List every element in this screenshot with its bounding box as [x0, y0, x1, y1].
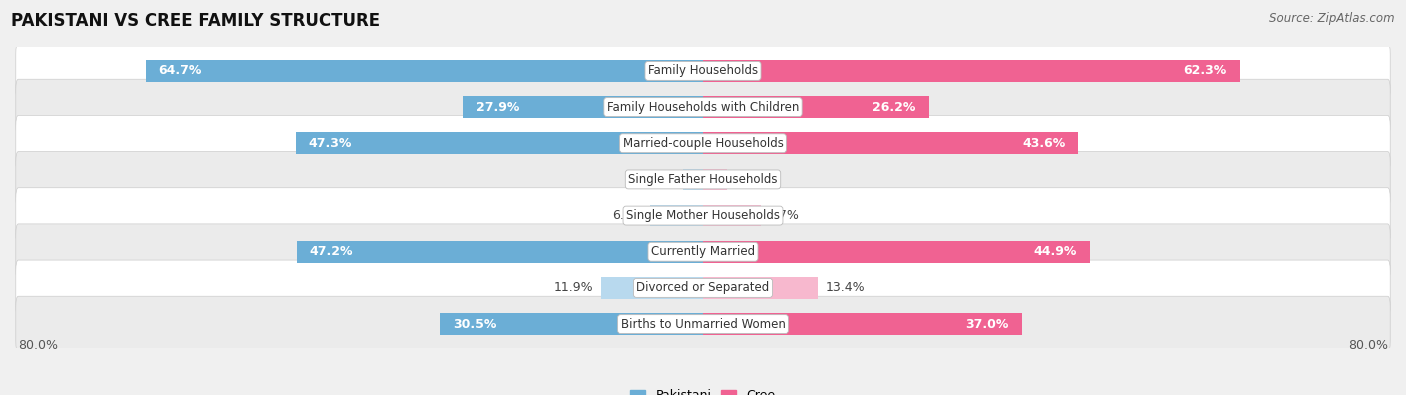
Bar	[600, 277, 703, 299]
Text: 47.3%: 47.3%	[308, 137, 352, 150]
Bar	[703, 96, 928, 118]
Bar	[146, 60, 703, 82]
Text: Single Mother Households: Single Mother Households	[626, 209, 780, 222]
Text: 64.7%: 64.7%	[159, 64, 202, 77]
FancyBboxPatch shape	[15, 152, 1391, 207]
FancyBboxPatch shape	[15, 79, 1391, 135]
Bar	[295, 132, 703, 154]
Text: 43.6%: 43.6%	[1022, 137, 1066, 150]
Text: Married-couple Households: Married-couple Households	[623, 137, 783, 150]
Bar	[651, 205, 703, 226]
FancyBboxPatch shape	[15, 43, 1391, 99]
Text: Currently Married: Currently Married	[651, 245, 755, 258]
Text: 37.0%: 37.0%	[966, 318, 1008, 331]
FancyBboxPatch shape	[15, 260, 1391, 316]
FancyBboxPatch shape	[15, 296, 1391, 352]
Legend: Pakistani, Cree: Pakistani, Cree	[626, 384, 780, 395]
Bar	[463, 96, 703, 118]
Text: Source: ZipAtlas.com: Source: ZipAtlas.com	[1270, 12, 1395, 25]
FancyBboxPatch shape	[15, 224, 1391, 280]
Text: Family Households with Children: Family Households with Children	[607, 101, 799, 114]
Bar	[297, 241, 703, 263]
Text: 62.3%: 62.3%	[1184, 64, 1226, 77]
Text: Family Households: Family Households	[648, 64, 758, 77]
Bar	[683, 169, 703, 190]
FancyBboxPatch shape	[15, 188, 1391, 243]
Text: 2.3%: 2.3%	[644, 173, 676, 186]
Text: Births to Unmarried Women: Births to Unmarried Women	[620, 318, 786, 331]
Text: 26.2%: 26.2%	[872, 101, 915, 114]
Text: 80.0%: 80.0%	[1347, 339, 1388, 352]
Bar	[703, 132, 1078, 154]
Text: 27.9%: 27.9%	[475, 101, 519, 114]
Text: Single Father Households: Single Father Households	[628, 173, 778, 186]
Bar	[703, 169, 727, 190]
Bar	[703, 205, 761, 226]
Bar	[703, 241, 1090, 263]
Text: 6.1%: 6.1%	[612, 209, 644, 222]
Text: 44.9%: 44.9%	[1033, 245, 1077, 258]
Text: Divorced or Separated: Divorced or Separated	[637, 281, 769, 294]
Bar	[703, 313, 1022, 335]
Text: 2.8%: 2.8%	[734, 173, 766, 186]
Text: 13.4%: 13.4%	[825, 281, 865, 294]
Bar	[440, 313, 703, 335]
Text: 11.9%: 11.9%	[554, 281, 593, 294]
Bar	[703, 60, 1240, 82]
Text: 47.2%: 47.2%	[309, 245, 353, 258]
Text: 6.7%: 6.7%	[768, 209, 800, 222]
FancyBboxPatch shape	[15, 115, 1391, 171]
Text: 80.0%: 80.0%	[18, 339, 59, 352]
Text: 30.5%: 30.5%	[453, 318, 496, 331]
Bar	[703, 277, 818, 299]
Text: PAKISTANI VS CREE FAMILY STRUCTURE: PAKISTANI VS CREE FAMILY STRUCTURE	[11, 12, 381, 30]
